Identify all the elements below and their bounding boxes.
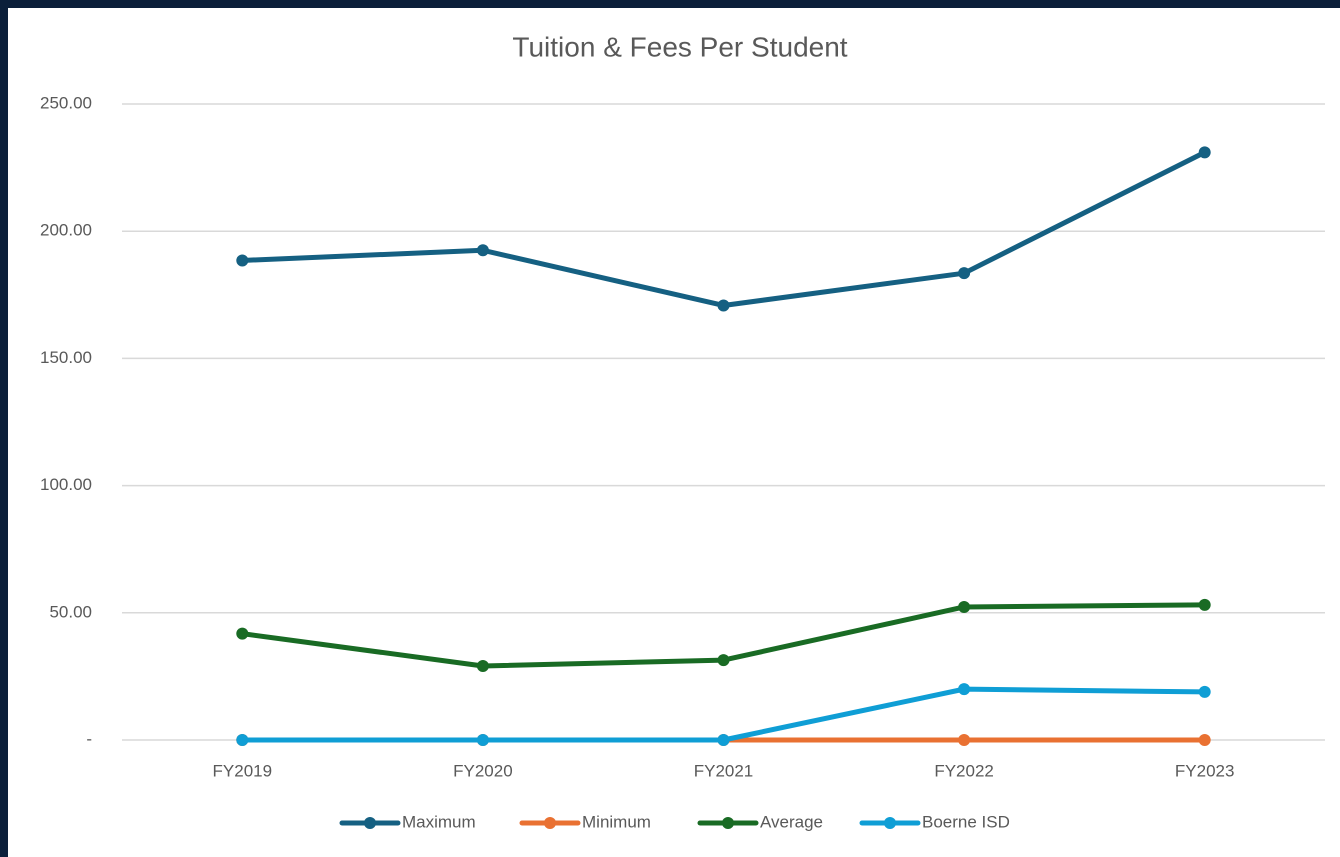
x-tick-label: FY2019 <box>213 761 273 780</box>
data-point <box>1198 734 1211 746</box>
legend-label: Minimum <box>582 812 651 831</box>
legend-label: Maximum <box>402 812 476 831</box>
legend-marker <box>544 817 556 829</box>
chart-title: Tuition & Fees Per Student <box>512 31 847 62</box>
y-tick-label: 50.00 <box>49 602 92 621</box>
x-tick-label: FY2023 <box>1175 761 1235 780</box>
data-point <box>717 654 730 667</box>
data-point <box>236 254 249 267</box>
data-point <box>236 734 249 746</box>
data-point <box>476 734 489 746</box>
y-tick-label: 150.00 <box>40 348 92 367</box>
data-point <box>1198 598 1211 611</box>
data-point <box>236 627 249 640</box>
legend-label: Average <box>760 812 823 831</box>
data-point <box>717 734 730 746</box>
legend-marker <box>722 817 734 829</box>
legend-label: Boerne ISD <box>922 812 1010 831</box>
data-point <box>958 734 971 746</box>
x-tick-label: FY2022 <box>934 761 994 780</box>
data-point <box>1198 685 1211 698</box>
data-point <box>1198 146 1211 159</box>
data-point <box>958 267 971 280</box>
data-point <box>717 299 730 312</box>
x-tick-label: FY2021 <box>694 761 754 780</box>
chart-area <box>8 8 1340 857</box>
y-tick-label: 200.00 <box>40 221 92 240</box>
data-point <box>476 659 489 672</box>
data-point <box>958 683 971 696</box>
legend-marker <box>364 817 376 829</box>
y-tick-label: 250.00 <box>40 93 92 112</box>
x-tick-label: FY2020 <box>453 761 513 780</box>
data-point <box>476 244 489 257</box>
y-tick-label: 100.00 <box>40 475 92 494</box>
y-tick-label: - <box>86 729 92 748</box>
legend-marker <box>884 817 896 829</box>
data-point <box>958 600 971 613</box>
